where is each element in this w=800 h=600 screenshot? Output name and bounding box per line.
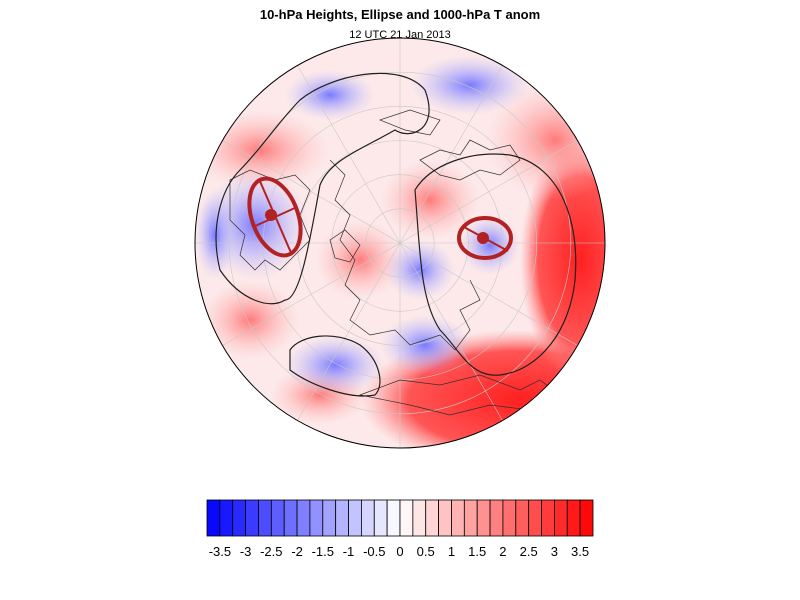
globe-outline [194, 37, 606, 449]
colorbar-box [489, 499, 504, 537]
map-title: 10-hPa Heights, Ellipse and 1000-hPa T a… [259, 7, 541, 22]
colorbar-box [245, 499, 259, 537]
colorbar-tick-label: 2 [499, 544, 506, 559]
colorbar-boxes [206, 499, 594, 537]
vortex-ellipse-east [457, 216, 513, 260]
colorbar-tick-label: 1 [448, 544, 455, 559]
colorbar-box [541, 499, 555, 537]
colorbar-tick-label: 2.5 [520, 544, 538, 559]
colorbar-box [554, 499, 568, 537]
colorbar-box [566, 499, 581, 537]
colorbar-box [451, 499, 465, 537]
colorbar-box [360, 499, 375, 537]
colorbar-box [219, 499, 234, 537]
colorbar-box [296, 499, 311, 537]
colorbar-tick-label: -2 [291, 544, 303, 559]
temperature-anomaly-field [195, 38, 605, 448]
colorbar-box [335, 499, 349, 537]
polar-map [194, 37, 606, 449]
colorbar-tick-label: -0.5 [363, 544, 385, 559]
colorbar-box [438, 499, 452, 537]
colorbar-tick-label: -3.5 [209, 544, 231, 559]
map-subtitle: 12 UTC 21 Jan 2013 [349, 29, 451, 41]
colorbar-tick-label: 0.5 [417, 544, 435, 559]
colorbar-tick-label: 0 [396, 544, 403, 559]
colorbar-box [373, 499, 388, 537]
colorbar-box [515, 499, 530, 537]
colorbar-tick-label: 3.5 [571, 544, 589, 559]
colorbar-box [528, 499, 542, 537]
colorbar-box [386, 499, 401, 537]
colorbar-tick-label: 1.5 [468, 544, 486, 559]
colorbar-box [476, 499, 491, 537]
colorbar-box [425, 499, 440, 537]
colorbar-box [232, 499, 246, 537]
colorbar-box [206, 499, 221, 537]
coastlines [229, 109, 561, 416]
colorbar-box [502, 499, 517, 537]
vortex-ellipse-west [247, 176, 303, 258]
colorbar-box [309, 499, 324, 537]
colorbar-box [348, 499, 362, 537]
colorbar-tick-label: -1 [343, 544, 355, 559]
colorbar-tick-label: 3 [551, 544, 558, 559]
colorbar-tick-label: -2.5 [260, 544, 282, 559]
graticule [195, 38, 605, 448]
colorbar-box [463, 499, 478, 537]
colorbar-box [412, 499, 427, 537]
colorbar-box [399, 499, 414, 537]
colorbar-tick-label: -3 [240, 544, 252, 559]
colorbar-box [270, 499, 285, 537]
colorbar-box [322, 499, 337, 537]
height-contours [215, 72, 577, 397]
colorbar-box [283, 499, 298, 537]
colorbar-labels: -3.5 -3 -2.5 -2 -1.5 -1 -0.5 0 0.5 1 1.5 2 2.5 3 3.5 [209, 544, 589, 559]
colorbar-box [579, 499, 594, 537]
colorbar-box [258, 499, 272, 537]
colorbar-tick-label: -1.5 [312, 544, 334, 559]
